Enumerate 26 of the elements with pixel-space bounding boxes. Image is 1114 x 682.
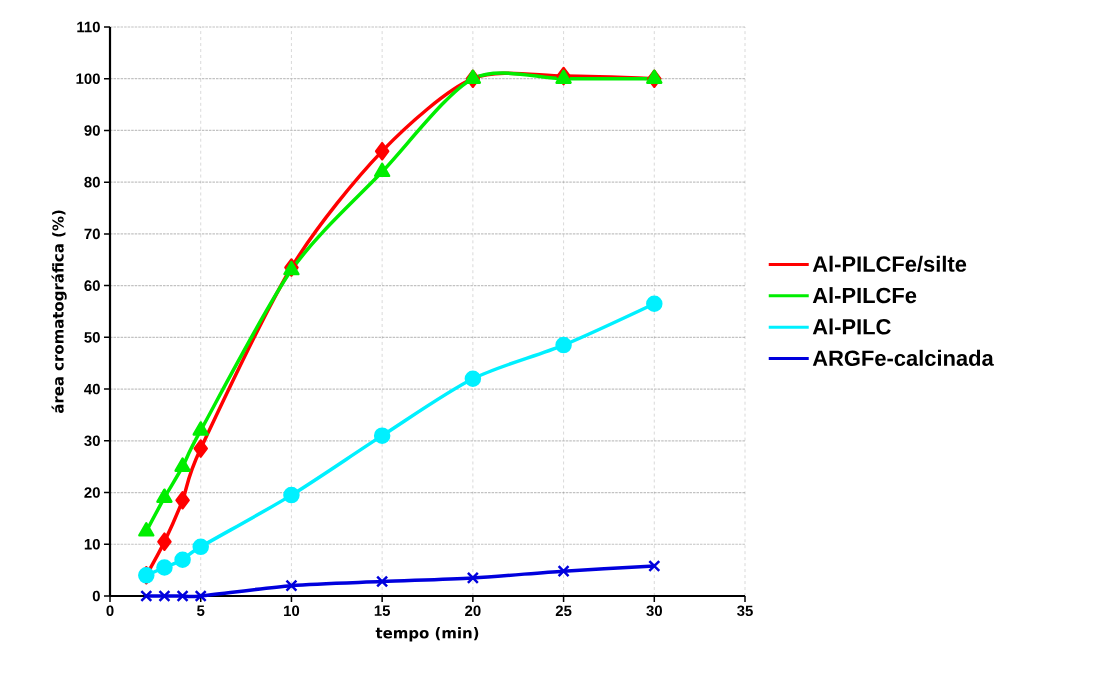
legend-label: ARGFe-calcinada (812, 349, 994, 366)
y-tick-label: 70 (84, 228, 100, 240)
legend-label: Al-PILCFe/silte (812, 255, 967, 273)
x-tick-label: 35 (737, 605, 753, 617)
y-tick-label: 110 (77, 21, 100, 33)
x-tick-label: 10 (284, 605, 300, 617)
y-tick-label: 10 (84, 538, 100, 550)
x-axis-title: tempo (min) (375, 626, 479, 642)
x-tick-label: 30 (646, 605, 662, 617)
y-tick-label: 50 (84, 332, 100, 343)
y-tick-label: 0 (92, 590, 100, 602)
y-tick-label: 60 (84, 280, 100, 291)
x-tick-label: 15 (374, 605, 391, 616)
y-tick-label: 80 (84, 176, 100, 188)
y-tick-label: 20 (84, 487, 100, 498)
y-tick-label: 40 (84, 383, 100, 395)
x-tick-label: 25 (555, 605, 572, 617)
y-tick-label: 90 (84, 125, 100, 136)
y-axis-title: área cromatográfica (%) (51, 210, 67, 414)
y-tick-label: 100 (76, 73, 100, 84)
x-tick-label: 0 (106, 605, 114, 617)
y-tick-label: 30 (84, 435, 100, 447)
legend-label: Al-PILC (812, 318, 891, 335)
legend-label: Al-PILCFe (812, 287, 917, 304)
x-tick-label: 20 (465, 605, 481, 617)
x-tick-label: 5 (197, 605, 205, 616)
